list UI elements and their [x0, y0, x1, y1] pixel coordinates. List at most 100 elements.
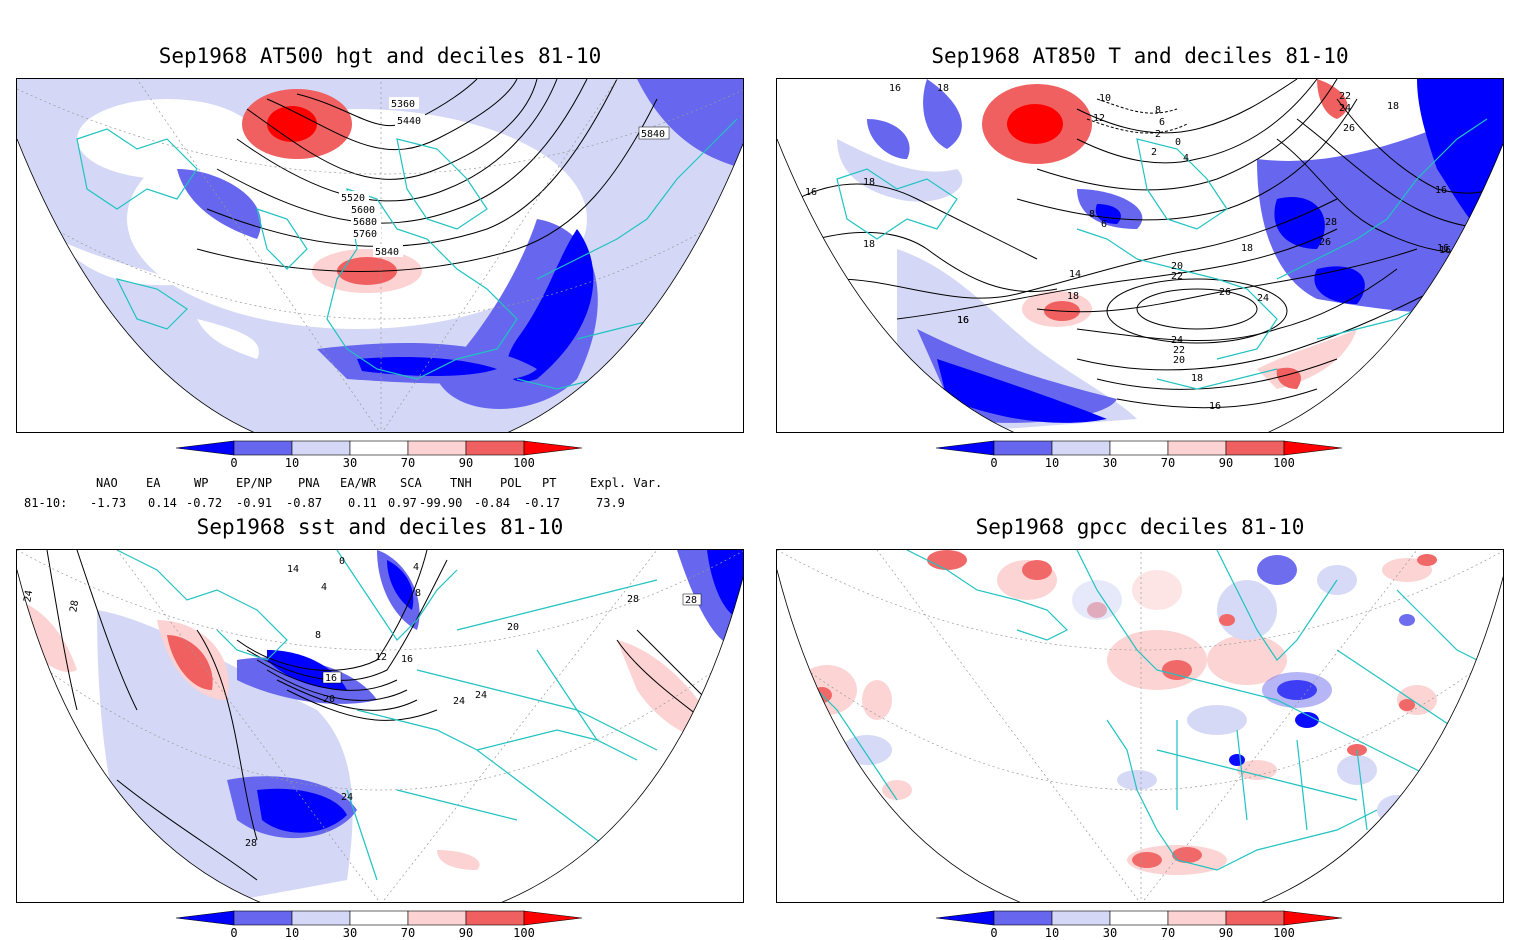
contour-label: 4: [1183, 153, 1189, 164]
contour-label: 24: [1171, 335, 1183, 346]
index-value: -1.73: [90, 496, 127, 510]
contour-label: 18: [1067, 291, 1079, 302]
colorbar-segment: [1109, 910, 1169, 926]
index-value: -0.87: [286, 496, 323, 510]
index-value: 0.14: [148, 496, 177, 510]
colorbar-tick-label: 90: [1218, 926, 1234, 940]
contour-label: 12: [375, 652, 387, 663]
indices-table: NAO EA WP EP/NP PNA EA/WR SCA TNH POL PT…: [0, 474, 740, 514]
contour-label: 24: [1257, 293, 1269, 304]
colorbar-tick-label: 0: [230, 926, 238, 940]
contour-label: 18: [863, 239, 875, 250]
contour-label: 28: [68, 599, 81, 613]
contour-label: 22: [1339, 91, 1351, 102]
colorbar-tick-labels: 0 10 30 70 90 100: [176, 926, 586, 940]
colorbar-tick-labels: 0 10 30 70 90 100: [936, 926, 1346, 940]
index-header: PNA: [298, 476, 320, 490]
colorbar-tick-labels: 0 10 30 70 90 100: [936, 456, 1346, 470]
index-value: 0.11: [348, 496, 377, 510]
contour-label: 24: [22, 589, 35, 603]
colorbar-segment: [233, 910, 293, 926]
contour-label: 5680: [353, 217, 377, 228]
colorbar-svg: [935, 440, 1343, 456]
colorbar-segment: [1051, 910, 1111, 926]
colorbar-svg: [175, 910, 583, 926]
contour-label: 18: [1387, 101, 1399, 112]
colorbar-segment: [1109, 440, 1169, 456]
colorbar-tick-label: 30: [342, 456, 358, 470]
hgt500-map: 5360 5440 5520 5600 5680 5760 5840 5840: [17, 79, 743, 432]
colorbar-tick-label: 30: [1102, 926, 1118, 940]
t850-map: 16 18 10 8 6 12 2 0 2 4 22 24 18 26 16 1…: [777, 79, 1503, 432]
contour-label: 28: [245, 838, 257, 849]
contour-label: 14: [1069, 269, 1081, 280]
contour-label: 20: [1171, 261, 1183, 272]
index-value: -99.90: [419, 496, 463, 510]
contour-label: 5760: [353, 229, 377, 240]
colorbar-tick-label: 90: [1218, 456, 1234, 470]
contour-label: 16: [325, 673, 337, 684]
colorbar-segment: [1225, 440, 1285, 456]
contour-label: 16: [1209, 401, 1221, 412]
contour-label: 28: [685, 595, 697, 606]
colorbar-segment: [175, 910, 235, 926]
contour-label: 5360: [391, 99, 415, 110]
contour-label: 22: [1173, 345, 1185, 356]
colorbar-segment: [523, 440, 583, 456]
contour-label: 5520: [341, 193, 365, 204]
contour-label: 28: [1325, 217, 1337, 228]
contour-label: 16: [889, 83, 901, 94]
contour-label: 8: [415, 588, 421, 599]
colorbar-tick-label: 70: [400, 926, 416, 940]
index-header: SCA: [400, 476, 422, 490]
index-header: NAO: [96, 476, 118, 490]
colorbar-segment: [993, 440, 1053, 456]
colorbar-segment: [407, 440, 467, 456]
contour-label: 4: [321, 582, 327, 593]
contour-label: 16: [1439, 245, 1451, 256]
colorbar-segment: [175, 440, 235, 456]
contour-label: 22: [1171, 271, 1183, 282]
colorbar-segment: [1225, 910, 1285, 926]
contour-label: 24: [1339, 103, 1351, 114]
colorbar-tick-label: 0: [990, 926, 998, 940]
sst-map: 24 28 14 4 0 8 12 16 16 20 24 28 28 20 2…: [17, 550, 743, 902]
colorbar-svg: [175, 440, 583, 456]
colorbar-tick-label: 70: [400, 456, 416, 470]
contour-label: 18: [1241, 243, 1253, 254]
colorbar-tick-label: 30: [342, 926, 358, 940]
contour-label: 20: [323, 694, 335, 705]
colorbar-tick-label: 100: [513, 456, 535, 470]
colorbar-tick-label: 90: [458, 456, 474, 470]
colorbar-hgt500: 0 10 30 70 90 100: [175, 440, 586, 480]
contour-label: 16: [957, 315, 969, 326]
contour-label: 5600: [351, 205, 375, 216]
map-panel-t850: 16 18 10 8 6 12 2 0 2 4 22 24 18 26 16 1…: [776, 78, 1504, 433]
colorbar-segment: [1167, 910, 1227, 926]
contour-label: 0: [1175, 137, 1181, 148]
contour-label: 16: [1437, 243, 1449, 254]
map-panel-sst: 24 28 14 4 0 8 12 16 16 20 24 28 28 20 2…: [16, 549, 744, 903]
contour-label: 8: [1089, 209, 1095, 220]
colorbar-tick-labels: 0 10 30 70 90 100: [176, 456, 586, 470]
t850-contour-labels: 16 18 10 8 6 12 2 0 2 4 22 24 18 26 16 1…: [805, 83, 1451, 412]
index-header: TNH: [450, 476, 472, 490]
index-value: -0.72: [186, 496, 223, 510]
colorbar-tick-label: 100: [513, 926, 535, 940]
contour-label: 4: [413, 562, 419, 573]
contour-label: 2: [1155, 129, 1161, 140]
map-panel-hgt500: 5360 5440 5520 5600 5680 5760 5840 5840: [16, 78, 744, 433]
colorbar-segment: [233, 440, 293, 456]
map-panel-gpcc: [776, 549, 1504, 903]
contour-label: 5840: [375, 247, 399, 258]
contour-label: 18: [863, 177, 875, 188]
contour-label: 18: [937, 83, 949, 94]
contour-label: 14: [287, 564, 299, 575]
colorbar-segment: [523, 910, 583, 926]
contour-label: 10: [1099, 93, 1111, 104]
panel2-title: Sep1968 AT850 T and deciles 81-10: [931, 44, 1349, 68]
index-header: EP/NP: [236, 476, 273, 490]
colorbar-segment: [935, 440, 995, 456]
index-value: -0.91: [236, 496, 273, 510]
colorbar-tick-label: 10: [284, 456, 300, 470]
